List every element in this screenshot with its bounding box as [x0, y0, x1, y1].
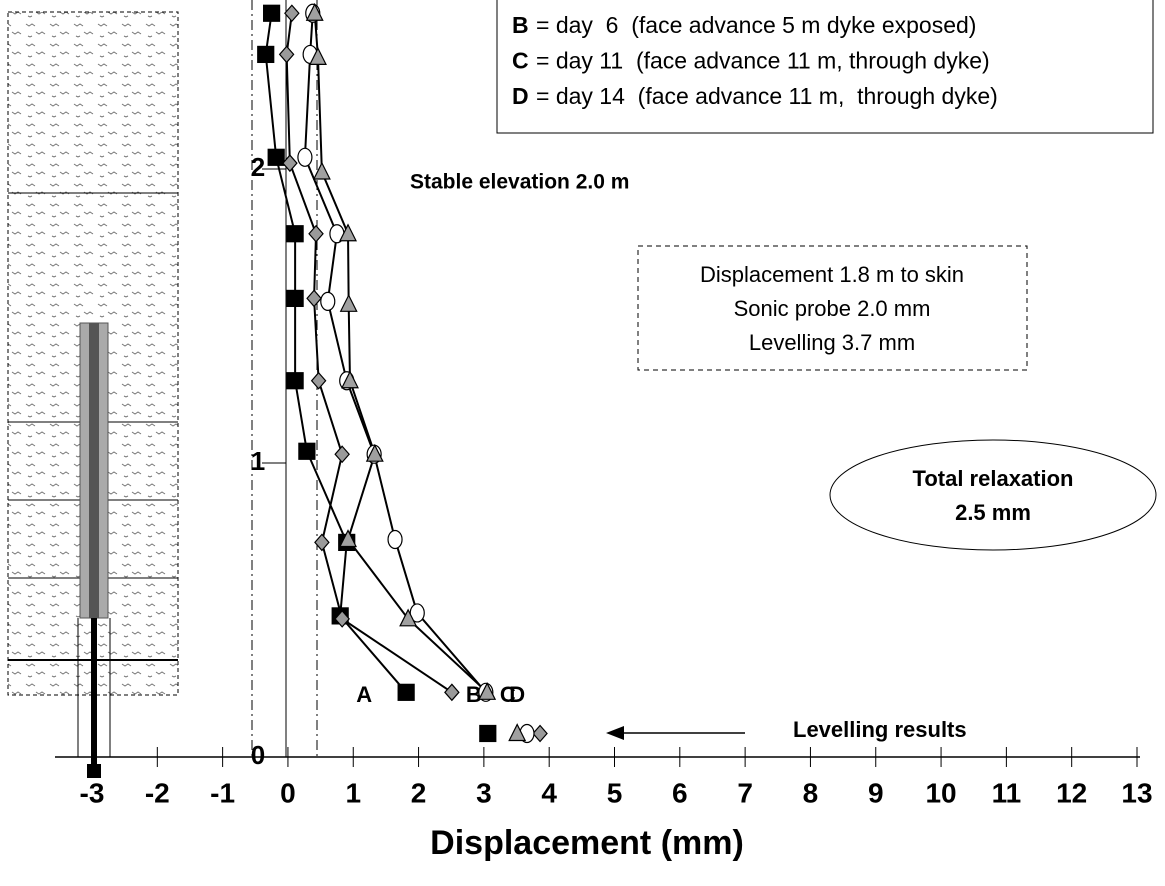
marker: [306, 289, 322, 308]
marker: [365, 443, 384, 462]
annotation: Levelling results: [793, 717, 967, 742]
legend-key: C: [512, 48, 529, 74]
x-tick-label: 2: [411, 777, 427, 808]
x-tick-label: 9: [868, 777, 884, 808]
x-axis-title: Displacement (mm): [430, 824, 744, 862]
marker: [297, 147, 313, 167]
legend-key: D: [512, 83, 529, 109]
x-tick-label: 10: [925, 777, 956, 808]
note: Sonic probe 2.0 mm: [734, 296, 931, 321]
legend-key: B: [512, 12, 529, 38]
marker: [341, 370, 359, 389]
series-label: A: [356, 682, 372, 707]
marker: [444, 683, 460, 702]
note: Total relaxation: [913, 466, 1074, 491]
x-tick-label: -3: [80, 777, 105, 808]
marker: [286, 225, 304, 243]
series-line: [264, 13, 407, 693]
marker: [263, 4, 281, 22]
x-tick-label: 13: [1121, 777, 1152, 808]
marker: [334, 609, 350, 628]
y-tick-label: 2: [251, 152, 265, 182]
series-label: D: [509, 682, 525, 707]
marker: [334, 445, 350, 464]
x-tick-label: 3: [476, 777, 492, 808]
marker: [478, 681, 497, 700]
note-ellipse: [829, 439, 1157, 551]
marker: [339, 529, 357, 548]
x-tick-label: -1: [210, 777, 235, 808]
x-tick-label: 12: [1056, 777, 1087, 808]
legend-text: = day 14 (face advance 11 m, through dyk…: [536, 83, 998, 109]
legend: B = day 6 (face advance 5 m dyke exposed)…: [512, 12, 998, 109]
y-tick-label: 0: [251, 740, 265, 770]
marker: [282, 154, 298, 173]
marker: [320, 291, 336, 311]
y-tick-label: 1: [251, 446, 265, 476]
x-tick-label: 0: [280, 777, 296, 808]
marker: [399, 608, 418, 627]
series-label: C: [500, 682, 516, 707]
x-tick-label: -2: [145, 777, 170, 808]
legend-box: [496, 0, 1154, 134]
rock-column: [7, 11, 179, 778]
marker: [397, 683, 415, 701]
marker: [479, 724, 497, 743]
marker: [312, 161, 331, 180]
marker: [278, 45, 295, 64]
marker: [267, 148, 285, 166]
annotation: Stable elevation 2.0 m: [410, 171, 629, 194]
marker: [508, 723, 527, 742]
marker: [314, 533, 330, 552]
marker: [308, 224, 324, 243]
legend-text: = day 11 (face advance 11 m, through dyk…: [536, 48, 990, 74]
series-label: B: [466, 682, 482, 707]
series-line: [303, 13, 487, 693]
x-tick-label: 5: [607, 777, 623, 808]
x-tick-label: 8: [803, 777, 819, 808]
note: Displacement 1.8 m to skin: [700, 262, 964, 287]
marker: [298, 442, 316, 460]
x-tick-label: 1: [345, 777, 361, 808]
marker: [310, 371, 327, 390]
legend-text: = day 6 (face advance 5 m dyke exposed): [536, 12, 976, 38]
marker: [339, 223, 357, 242]
marker: [284, 4, 300, 23]
marker: [309, 47, 327, 65]
marker: [532, 724, 548, 743]
arrow-head: [606, 726, 624, 740]
marker: [257, 45, 275, 64]
note: Levelling 3.7 mm: [749, 330, 915, 355]
x-tick-label: 11: [992, 777, 1022, 808]
series-line: [285, 13, 453, 694]
x-tick-label: 6: [672, 777, 688, 808]
x-tick-label: 4: [541, 777, 557, 808]
marker: [286, 372, 304, 390]
marker: [339, 293, 358, 312]
series-line: [313, 13, 488, 694]
note: 2.5 mm: [955, 500, 1031, 525]
marker: [387, 529, 403, 550]
x-tick-label: 7: [737, 777, 753, 808]
marker: [305, 2, 324, 21]
note-box: [637, 245, 1028, 371]
marker: [286, 289, 304, 308]
